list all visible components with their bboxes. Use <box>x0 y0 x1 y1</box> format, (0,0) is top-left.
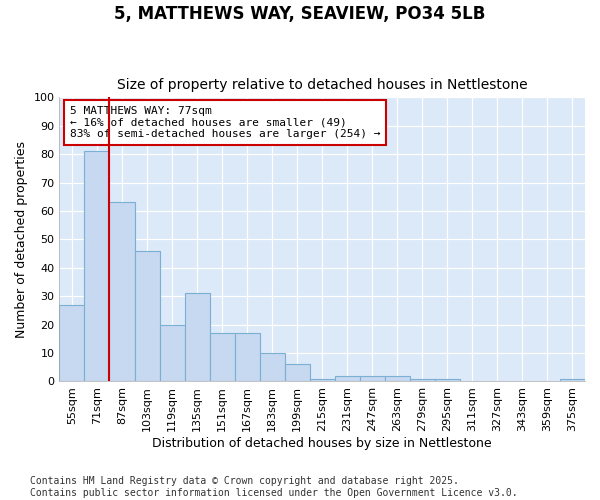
Bar <box>85 152 109 382</box>
Text: 5 MATTHEWS WAY: 77sqm
← 16% of detached houses are smaller (49)
83% of semi-deta: 5 MATTHEWS WAY: 77sqm ← 16% of detached … <box>70 106 380 139</box>
Bar <box>260 353 284 382</box>
Bar <box>385 376 410 382</box>
Bar <box>560 378 585 382</box>
Bar <box>435 378 460 382</box>
Bar <box>59 304 85 382</box>
Y-axis label: Number of detached properties: Number of detached properties <box>15 141 28 338</box>
Bar <box>310 378 335 382</box>
Bar <box>134 251 160 382</box>
Text: 5, MATTHEWS WAY, SEAVIEW, PO34 5LB: 5, MATTHEWS WAY, SEAVIEW, PO34 5LB <box>115 5 485 23</box>
X-axis label: Distribution of detached houses by size in Nettlestone: Distribution of detached houses by size … <box>152 437 492 450</box>
Bar <box>160 324 185 382</box>
Title: Size of property relative to detached houses in Nettlestone: Size of property relative to detached ho… <box>117 78 527 92</box>
Bar <box>235 333 260 382</box>
Bar <box>185 294 209 382</box>
Bar <box>410 378 435 382</box>
Bar <box>360 376 385 382</box>
Text: Contains HM Land Registry data © Crown copyright and database right 2025.
Contai: Contains HM Land Registry data © Crown c… <box>30 476 518 498</box>
Bar <box>209 333 235 382</box>
Bar <box>284 364 310 382</box>
Bar <box>335 376 360 382</box>
Bar <box>109 202 134 382</box>
